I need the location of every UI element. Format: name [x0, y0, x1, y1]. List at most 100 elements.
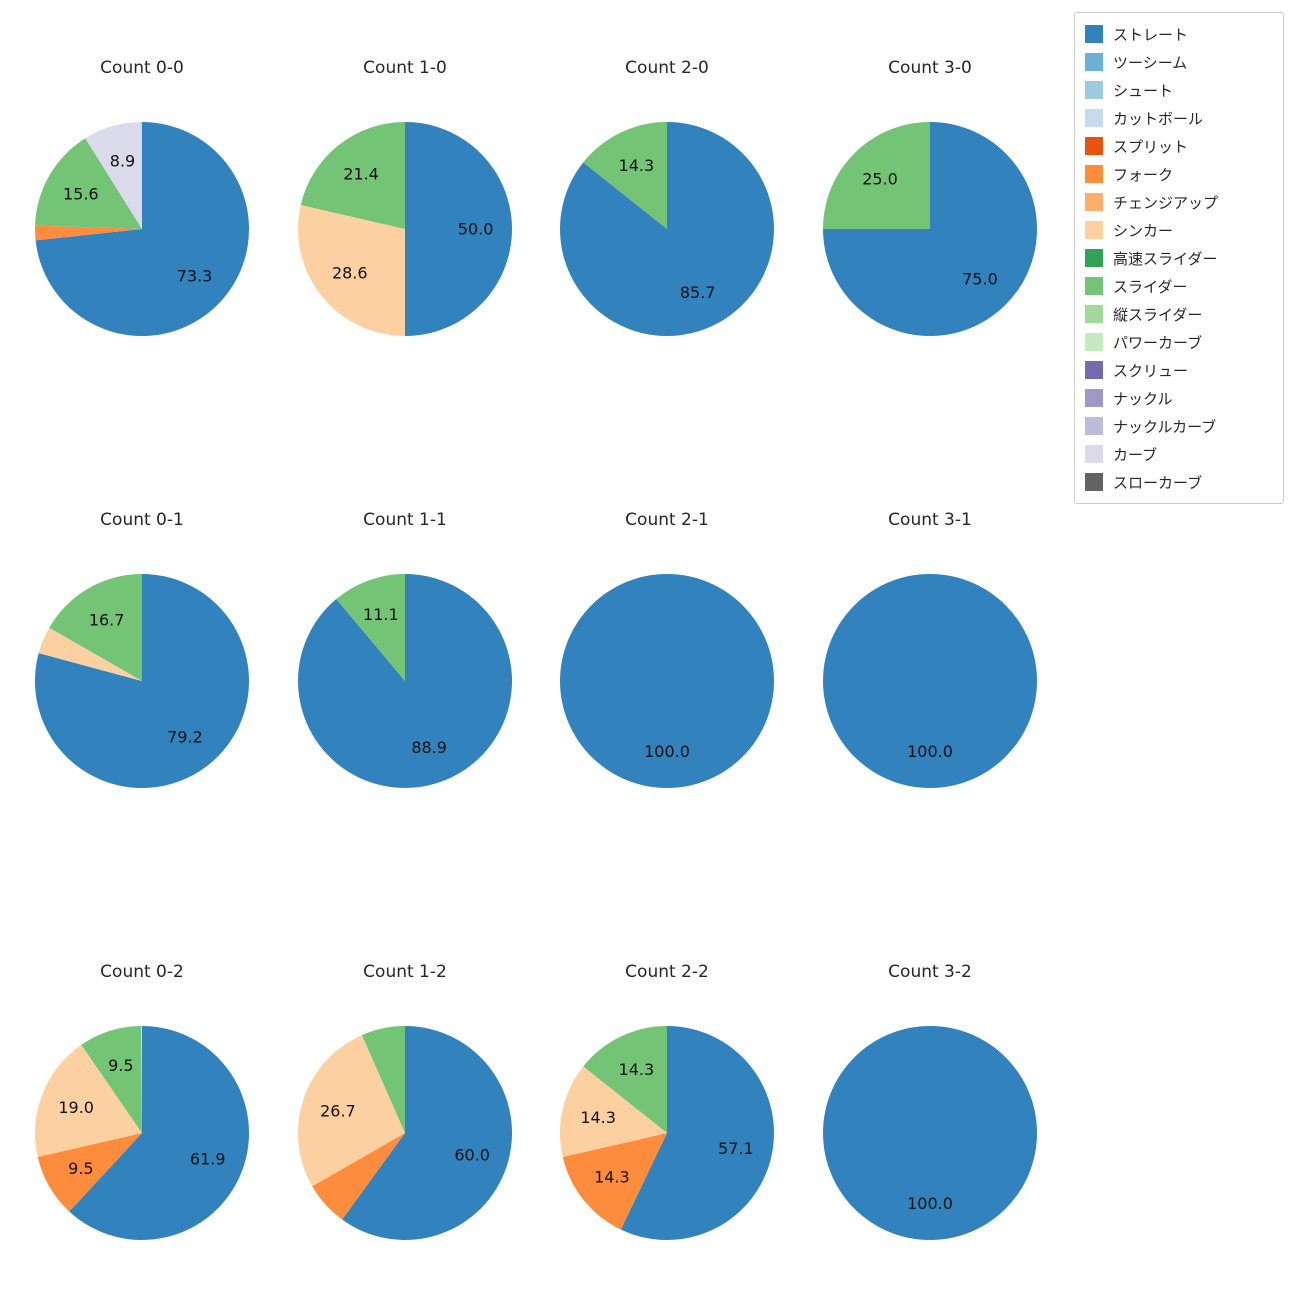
pie-slice: [823, 1026, 1037, 1240]
pie-chart-count-1-0: 50.0 28.6 21.4: [298, 122, 512, 336]
legend-item: スライダー: [1085, 272, 1273, 300]
pie-chart-count-2-1: 100.0: [560, 574, 774, 788]
legend-label: シュート: [1113, 81, 1174, 100]
legend-label: カーブ: [1113, 445, 1158, 464]
legend-label: 縦スライダー: [1113, 305, 1203, 324]
chart-title-count-0-2: Count 0-2: [100, 962, 184, 982]
pie-slice: [823, 574, 1037, 788]
pie-slice: [297, 1035, 405, 1187]
pie-slice-label: 57.1: [718, 1139, 754, 1158]
pie-slice: [823, 122, 930, 229]
chart-title-count-2-2: Count 2-2: [625, 962, 709, 982]
legend-swatch: [1085, 193, 1103, 211]
legend-swatch: [1085, 137, 1103, 155]
chart-title-count-3-0: Count 3-0: [888, 58, 972, 78]
pie-slice: [34, 225, 142, 241]
legend-label: パワーカーブ: [1113, 333, 1203, 352]
chart-title-count-1-0: Count 1-0: [363, 58, 447, 78]
pie-slice-label: 14.3: [619, 156, 655, 175]
pie-slice: [35, 138, 142, 229]
legend-item: チェンジアップ: [1085, 188, 1273, 216]
pie-slice-label: 14.3: [580, 1108, 616, 1127]
legend-label: ナックルカーブ: [1113, 417, 1217, 436]
legend-item: カットボール: [1085, 104, 1273, 132]
pie-slice-label: 11.1: [363, 605, 399, 624]
legend-swatch: [1085, 165, 1103, 183]
pie-slice-label: 100.0: [907, 1194, 953, 1213]
legend-item: スローカーブ: [1085, 468, 1273, 496]
pie-slice-label: 100.0: [907, 742, 953, 761]
pie-slice: [620, 1026, 774, 1240]
pie-slice: [35, 122, 249, 336]
chart-title-count-0-0: Count 0-0: [100, 58, 184, 78]
legend-swatch: [1085, 333, 1103, 351]
pie-slice-label: 85.7: [680, 283, 716, 302]
pie-slice-label: 8.9: [110, 152, 135, 171]
pie-slice: [298, 205, 405, 336]
pie-slice: [562, 1133, 667, 1230]
legend-item: 縦スライダー: [1085, 300, 1273, 328]
pie-slice: [312, 1133, 405, 1220]
pie-chart-count-2-0: 85.7 14.3: [559, 122, 774, 336]
pie-chart-count-1-1: 88.9 11.1: [298, 574, 513, 788]
legend-swatch: [1085, 361, 1103, 379]
legend-swatch: [1085, 277, 1103, 295]
pie-slice-label: 79.2: [167, 728, 203, 747]
legend-label: チェンジアップ: [1113, 193, 1219, 212]
pie-slice-label: 88.9: [411, 738, 447, 757]
chart-title-count-1-1: Count 1-1: [363, 510, 447, 530]
pie-slice-label: 15.6: [63, 184, 99, 203]
pie-slice: [38, 627, 143, 681]
legend-label: ツーシーム: [1113, 53, 1188, 72]
pie-chart-count-3-1: 100.0: [823, 574, 1037, 788]
legend-swatch: [1085, 473, 1103, 491]
chart-title-count-3-1: Count 3-1: [888, 510, 972, 530]
legend-label: スクリュー: [1113, 361, 1189, 380]
chart-title-count-1-2: Count 1-2: [363, 962, 447, 982]
pie-slice: [336, 574, 405, 681]
pie-slice-label: 14.3: [619, 1060, 655, 1079]
pie-slice-label: 60.0: [454, 1145, 490, 1164]
pie-slice: [34, 574, 249, 788]
legend-item: カーブ: [1085, 440, 1273, 468]
pie-chart-count-3-2: 100.0: [823, 1026, 1037, 1240]
legend-item: ツーシーム: [1085, 48, 1273, 76]
legend-item: ストレート: [1085, 20, 1273, 48]
pie-slice-label: 50.0: [458, 220, 494, 239]
pie-slice-label: 100.0: [644, 742, 690, 761]
chart-title-count-2-0: Count 2-0: [625, 58, 709, 78]
pie-slice-label: 75.0: [962, 269, 998, 288]
legend: ストレート ツーシーム シュート カットボール スプリット フォーク チェンジアップ シンカー…: [1074, 12, 1284, 504]
pie-slice-label: 19.0: [58, 1098, 94, 1117]
chart-title-count-2-1: Count 2-1: [625, 510, 709, 530]
pie-slice-label: 9.5: [108, 1056, 133, 1075]
legend-swatch: [1085, 249, 1103, 267]
pie-slice: [559, 122, 774, 336]
pie-slice: [342, 1026, 513, 1240]
pie-slice: [69, 1026, 249, 1240]
pie-slice-label: 9.5: [68, 1159, 93, 1178]
pie-slice-label: 26.7: [320, 1101, 356, 1120]
pie-slice: [560, 574, 774, 788]
pie-slice: [361, 1026, 405, 1133]
legend-label: ナックル: [1113, 389, 1173, 408]
legend-item: シンカー: [1085, 216, 1273, 244]
pie-chart-count-0-0: 73.3 15.6 8.9: [34, 122, 249, 336]
legend-item: スプリット: [1085, 132, 1273, 160]
legend-item: パワーカーブ: [1085, 328, 1273, 356]
pie-slice-label: 16.7: [89, 610, 125, 629]
pie-slice: [583, 122, 667, 229]
legend-swatch: [1085, 53, 1103, 71]
pie-slice: [37, 1133, 143, 1212]
pie-slice-label: 61.9: [190, 1149, 226, 1168]
legend-item: ナックルカーブ: [1085, 412, 1273, 440]
legend-label: 高速スライダー: [1113, 249, 1218, 268]
legend-swatch: [1085, 389, 1103, 407]
pie-slice: [298, 574, 513, 788]
legend-item: 高速スライダー: [1085, 244, 1273, 272]
legend-label: カットボール: [1113, 109, 1204, 128]
legend-item: シュート: [1085, 76, 1273, 104]
pie-slice: [81, 1026, 142, 1133]
pie-slice-label: 28.6: [332, 263, 368, 282]
